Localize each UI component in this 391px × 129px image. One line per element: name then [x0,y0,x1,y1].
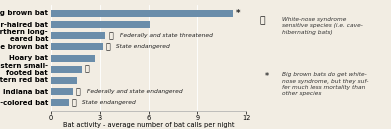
Bar [51,77,77,84]
Bar [51,99,69,106]
Text: 🦇: 🦇 [260,17,265,26]
Text: *: * [265,72,269,81]
X-axis label: Bat activity - average number of bat calls per night: Bat activity - average number of bat cal… [63,123,234,128]
Text: 🦇: 🦇 [106,42,110,51]
Bar [51,55,95,62]
Text: 🦇: 🦇 [71,98,76,107]
Bar [51,10,233,17]
Bar [51,43,103,50]
Bar [51,66,82,73]
Text: State endangered: State endangered [80,100,136,105]
Text: White-nose syndrome
sensitive species (i.e. cave-
hibernating bats): White-nose syndrome sensitive species (i… [282,17,362,35]
Bar [51,88,73,95]
Text: State endangered: State endangered [114,44,170,49]
Text: Federally and state endangered: Federally and state endangered [85,89,183,94]
Text: 🦇: 🦇 [76,87,81,96]
Bar [51,21,150,28]
Text: *: * [236,9,240,18]
Bar [51,32,106,39]
Text: Big brown bats do get white-
nose syndrome, but they suf-
fer much less mortalit: Big brown bats do get white- nose syndro… [282,72,368,96]
Text: 🦇: 🦇 [84,65,89,74]
Text: Federally and state threatened: Federally and state threatened [118,33,212,38]
Text: 🦇: 🦇 [109,31,113,40]
